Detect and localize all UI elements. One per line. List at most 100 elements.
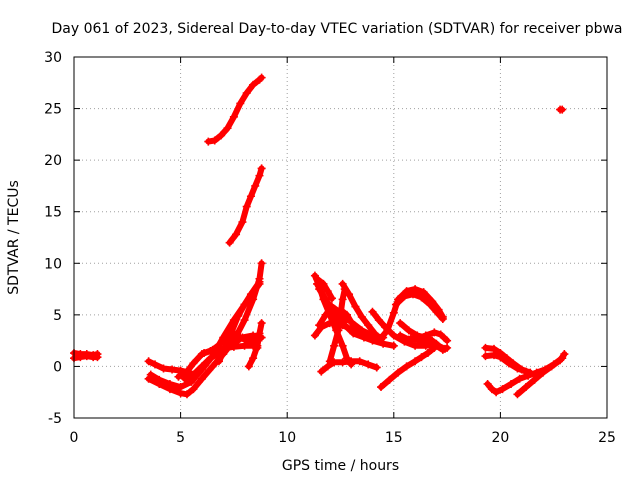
series-trace [205, 74, 265, 145]
x-tick-label: 15 [385, 430, 403, 446]
data-point [406, 334, 415, 343]
series-track-29 [406, 334, 452, 354]
data-point [242, 89, 251, 98]
data-point [176, 383, 185, 392]
data-point [415, 336, 424, 345]
data-point [327, 294, 336, 303]
data-point [208, 345, 217, 354]
data-point [146, 370, 155, 379]
y-tick-label: 5 [53, 308, 62, 324]
data-point [556, 356, 565, 365]
data-point [197, 374, 206, 383]
data-point [372, 363, 381, 372]
data-point [426, 300, 435, 309]
data-point [214, 357, 223, 366]
data-point [229, 112, 238, 121]
data-point [374, 316, 383, 325]
series-track-22 [338, 279, 386, 344]
data-point [515, 374, 524, 383]
y-axis-label: SDTVAR / TECUs [6, 180, 22, 295]
data-point [349, 329, 358, 338]
data-point [234, 311, 243, 320]
data-point [345, 290, 354, 299]
data-point [438, 345, 447, 354]
data-point [317, 323, 326, 332]
data-point [251, 181, 260, 190]
data-point [187, 377, 196, 386]
data-point [364, 321, 373, 330]
data-point [240, 341, 249, 350]
data-point [236, 333, 245, 342]
data-point [189, 385, 198, 394]
data-point [438, 314, 447, 323]
data-point [411, 341, 420, 350]
series-group [70, 73, 569, 399]
data-point [404, 326, 413, 335]
data-point [521, 383, 530, 392]
data-point [238, 218, 247, 227]
data-point [432, 341, 441, 350]
data-point [389, 308, 398, 317]
data-point [385, 375, 394, 384]
data-point [182, 367, 191, 376]
data-point [507, 379, 516, 388]
data-point [539, 368, 548, 377]
series-track-31 [481, 351, 530, 376]
data-point [334, 326, 343, 335]
data-point [255, 277, 264, 286]
data-point [368, 307, 377, 316]
data-point [347, 357, 356, 366]
plot-frame [73, 56, 608, 419]
data-point [165, 379, 174, 388]
data-point [513, 390, 522, 399]
data-point [257, 319, 266, 328]
data-point [443, 343, 452, 352]
data-point [487, 385, 496, 394]
data-point [182, 390, 191, 399]
data-point [155, 375, 164, 384]
data-point [430, 328, 439, 337]
data-point [483, 379, 492, 388]
data-point [402, 362, 411, 371]
data-point [242, 202, 251, 211]
data-point [82, 350, 91, 359]
data-point [359, 331, 368, 340]
series-track-12 [225, 164, 266, 247]
data-point [257, 259, 266, 268]
data-point [313, 274, 322, 283]
data-point [321, 310, 330, 319]
data-point [244, 337, 253, 346]
data-point [159, 364, 168, 373]
data-point [353, 326, 362, 335]
series-track-34 [556, 105, 567, 114]
y-tick-label: 10 [44, 256, 62, 272]
data-point [396, 319, 405, 328]
data-point [374, 336, 383, 345]
data-point [492, 388, 501, 397]
data-point [411, 285, 420, 294]
data-point [151, 360, 160, 369]
data-point [394, 368, 403, 377]
series-trace [145, 260, 265, 398]
data-point [336, 305, 345, 314]
x-axis-label: GPS time / hours [282, 458, 399, 474]
data-point [417, 353, 426, 362]
data-point [383, 326, 392, 335]
data-point [225, 238, 234, 247]
series-track-24 [377, 343, 439, 392]
data-point [524, 371, 533, 380]
data-point [315, 285, 324, 294]
data-point [396, 331, 405, 340]
data-point [249, 80, 258, 89]
data-point [411, 357, 420, 366]
data-point [189, 359, 198, 368]
series-track-03 [144, 259, 266, 399]
data-point [221, 343, 230, 352]
data-point [319, 279, 328, 288]
data-point [400, 292, 409, 301]
y-tick-label: 15 [44, 205, 62, 221]
data-point [197, 362, 206, 371]
data-point [255, 171, 264, 180]
data-point [443, 336, 452, 345]
